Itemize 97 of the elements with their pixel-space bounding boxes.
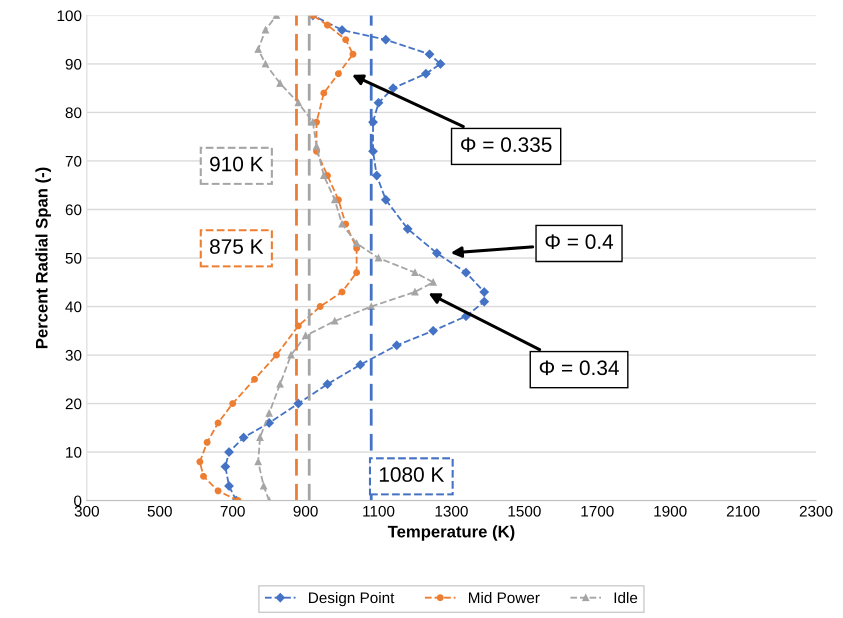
point	[337, 25, 347, 35]
x-tick-label: 500	[148, 506, 172, 517]
point	[214, 487, 222, 494]
legend-label: Idle	[614, 592, 638, 604]
x-tick-label: 700	[220, 506, 245, 517]
point	[372, 170, 382, 180]
point	[264, 418, 274, 428]
point	[331, 318, 338, 325]
point	[356, 360, 365, 370]
point	[424, 50, 434, 59]
y-axis-title: Percent Radial Span (-)	[35, 168, 51, 348]
point	[224, 447, 234, 457]
y-tick-label: 40	[65, 301, 82, 312]
point	[461, 268, 471, 278]
x-tick-label: 1100	[363, 506, 394, 517]
ref-line-label: 1080 K	[380, 467, 444, 482]
point	[368, 146, 378, 156]
x-tick-label: 2300	[800, 506, 832, 517]
ref-line-label: 875 K	[210, 239, 264, 254]
point	[229, 400, 236, 408]
x-tick-label: 1900	[654, 506, 687, 517]
annotation: Φ = 0.34	[540, 360, 619, 376]
point	[238, 432, 248, 442]
point	[421, 69, 431, 78]
point	[266, 410, 273, 417]
point	[294, 398, 303, 408]
y-tick-label: 0	[74, 495, 82, 506]
ref-line-label: 910 K	[210, 156, 264, 172]
point	[260, 482, 268, 490]
point	[428, 326, 438, 336]
point	[480, 287, 489, 297]
point	[338, 220, 346, 228]
point	[388, 84, 398, 93]
point	[430, 278, 437, 286]
x-axis-title: Temperature (K)	[388, 525, 514, 541]
point	[342, 36, 350, 44]
y-tick-label: 10	[66, 446, 82, 458]
point	[288, 352, 294, 359]
point	[331, 196, 338, 204]
point	[254, 46, 262, 53]
y-tick-label: 70	[66, 156, 82, 167]
point	[294, 99, 302, 106]
x-tick-label: 900	[294, 506, 318, 517]
point	[324, 22, 331, 29]
x-tick-label: 1300	[436, 506, 468, 517]
point	[375, 254, 382, 262]
annotation: Φ = 0.335	[461, 137, 552, 152]
point	[276, 380, 284, 388]
point	[381, 195, 390, 204]
y-tick-label: 30	[66, 350, 82, 361]
point	[214, 419, 222, 426]
point	[353, 240, 360, 247]
point	[411, 288, 418, 296]
point	[320, 90, 328, 97]
point	[309, 118, 316, 126]
legend-label: Mid Power	[468, 592, 540, 604]
point	[316, 303, 324, 310]
point	[381, 35, 390, 44]
point	[272, 352, 280, 359]
legend-label: Design Point	[309, 592, 394, 606]
point	[403, 224, 412, 234]
y-tick-label: 100	[58, 10, 82, 22]
y-tick-label: 60	[66, 204, 82, 216]
point	[374, 98, 384, 108]
point	[196, 458, 204, 466]
point	[338, 288, 346, 296]
y-tick-label: 90	[66, 58, 82, 70]
point	[262, 26, 269, 34]
y-tick-label: 50	[66, 252, 82, 264]
annotation: Φ = 0.4	[546, 234, 614, 250]
point	[200, 472, 207, 480]
point	[320, 172, 328, 180]
point	[322, 380, 332, 389]
point	[224, 481, 234, 491]
point	[251, 376, 258, 383]
point	[350, 50, 356, 58]
point	[368, 303, 375, 310]
x-tick-label: 2100	[726, 506, 760, 517]
point	[436, 59, 446, 69]
point	[392, 340, 402, 350]
x-tick-label: 1700	[581, 506, 614, 517]
x-tick-label: 1500	[508, 506, 541, 517]
point	[353, 269, 360, 276]
point	[256, 434, 264, 441]
y-tick-label: 20	[66, 398, 82, 410]
y-tick-label: 80	[66, 107, 82, 118]
point	[254, 458, 262, 466]
point	[220, 462, 230, 472]
x-tick-label: 300	[74, 506, 99, 517]
point	[411, 269, 418, 276]
point	[480, 297, 489, 306]
point	[262, 60, 269, 68]
point	[432, 248, 442, 258]
point	[276, 80, 284, 87]
point	[204, 438, 211, 446]
point	[313, 142, 320, 150]
point	[334, 70, 342, 78]
